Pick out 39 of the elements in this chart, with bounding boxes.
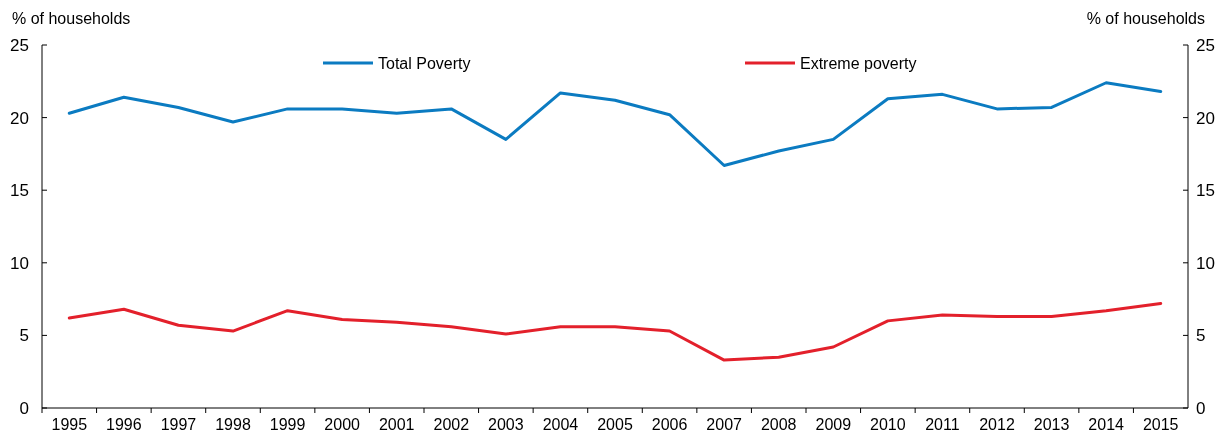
x-tick-label: 2006: [651, 416, 688, 433]
x-tick-label: 1997: [160, 416, 197, 433]
x-tick-label: 2015: [1142, 416, 1179, 433]
y-tick-label: 20: [10, 108, 29, 128]
x-tick-label: 2001: [378, 416, 415, 433]
x-tick-label: 2005: [597, 416, 633, 433]
y2-tick-label: 5: [1196, 326, 1206, 346]
x-tick-label: 1999: [269, 416, 306, 433]
line-series: [67, 301, 1163, 362]
x-tick-label: 1995: [51, 416, 88, 433]
y2-tick-label: 20: [1196, 108, 1215, 128]
y2-axis-title: % of households: [1086, 10, 1205, 27]
x-tick-label: 2010: [870, 416, 906, 433]
y2-tick-label: 15: [1196, 181, 1215, 201]
x-tick-label: 2007: [706, 416, 743, 433]
x-tick-label: 2008: [760, 416, 797, 433]
y-tick-label: 25: [10, 35, 29, 55]
x-tick-label: 2009: [815, 416, 852, 433]
y-tick-label: 5: [19, 326, 29, 346]
x-tick-label: 2002: [433, 416, 470, 433]
legend-label: Extreme poverty: [800, 54, 917, 72]
x-tick-label: 2011: [925, 416, 960, 433]
x-tick-label: 2000: [324, 416, 361, 433]
x-tick-label: 1996: [106, 416, 142, 433]
line-series: [67, 81, 1163, 168]
y-tick-label: 0: [19, 398, 29, 418]
legend-label: Total Poverty: [378, 54, 471, 72]
y2-tick-label: 0: [1196, 398, 1206, 418]
y2-tick-label: 10: [1196, 253, 1215, 273]
y2-tick-label: 25: [1196, 35, 1215, 55]
x-tick-label: 1998: [215, 416, 251, 433]
y-axis-title: % of households: [12, 10, 131, 27]
y-tick-label: 10: [10, 253, 29, 273]
x-tick-label: 2004: [542, 416, 579, 433]
x-tick-label: 2013: [1033, 416, 1070, 433]
x-tick-label: 2014: [1088, 416, 1125, 433]
x-tick-label: 2012: [979, 416, 1015, 433]
y-tick-label: 15: [10, 181, 29, 201]
x-tick-label: 2003: [488, 416, 524, 433]
